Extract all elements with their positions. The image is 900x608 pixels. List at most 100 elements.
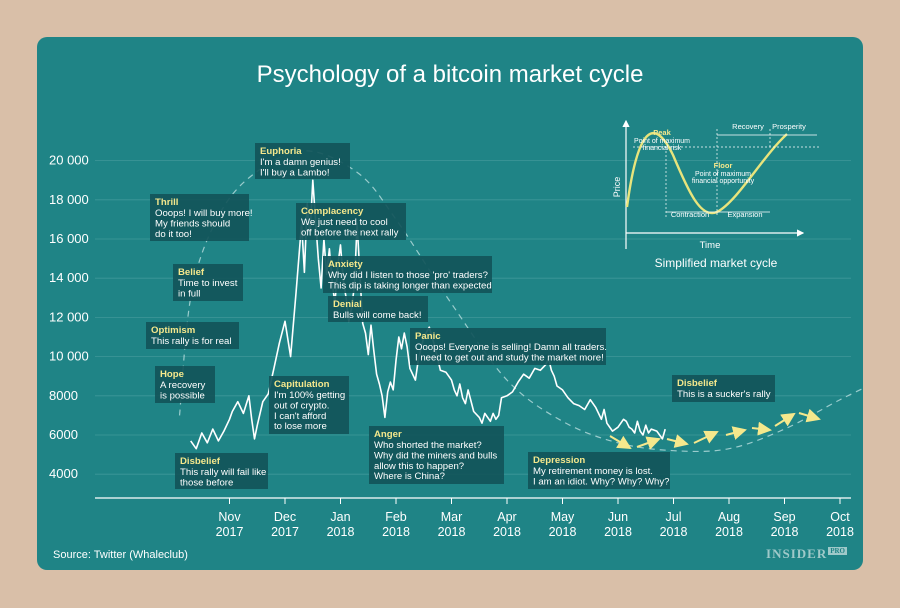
inset-phase-recovery: Recovery [732,122,764,131]
x-tick-year: 2018 [493,525,521,539]
price-line [190,179,666,450]
x-tick-year: 2017 [271,525,299,539]
annotation-box [328,296,428,322]
annotation-label: Anger [374,429,402,440]
annotation-label: Panic [415,331,441,342]
projection-arrow [751,421,772,436]
insider-logo-text: INSIDER [766,546,828,561]
annotation-text: We just need to cool [301,217,388,228]
x-tick-year: 2018 [549,525,577,539]
x-tick-month: Aug [718,510,740,524]
source-note: Source: Twitter (Whaleclub) [53,549,188,561]
inset-floor-label: Floor [714,161,733,170]
annotation-text: Where is China? [374,471,445,482]
annotation-text: do it too! [155,229,192,240]
y-tick-label: 16 000 [49,231,89,246]
x-tick-year: 2017 [216,525,244,539]
chart-card: Psychology of a bitcoin market cycle 400… [37,37,863,570]
annotation-box [146,322,239,349]
annotation-label: Denial [333,299,362,310]
insider-logo-badge: PRO [828,546,847,555]
inset-peak-text: Point of maximum [634,138,690,145]
annotation-box [173,264,243,301]
x-tick-year: 2018 [438,525,466,539]
inset-x-label: Time [700,240,721,251]
annotation-text: I am an idiot. Why? Why? Why? [533,476,670,487]
projection-arrow [636,436,661,450]
x-tick-month: Nov [218,510,241,524]
annotation-text: I'm a damn genius! [260,157,341,168]
annotation-text: allow this to happen? [374,461,464,472]
annotation-label: Euphoria [260,146,302,157]
annotation-box [255,143,350,179]
annotation-box [369,426,504,484]
annotation-text: Bulls will come back! [333,310,422,321]
x-tick-year: 2018 [771,525,799,539]
inset-peak-text: financial risk [643,145,682,152]
annotation-text: This is a sucker's rally [677,389,771,400]
annotation-label: Belief [178,267,205,278]
x-tick-month: Jul [666,510,682,524]
x-tick-year: 2018 [660,525,688,539]
annotation-label: Thrill [155,197,178,208]
annotation-text: off before the next rally [301,227,399,238]
annotation-text: This dip is taking longer than expected [328,280,492,291]
y-tick-label: 8000 [49,388,78,403]
annotation-text: This rally is for real [151,336,232,347]
x-tick-month: Jun [608,510,628,524]
annotation-text: A recovery [160,380,206,391]
annotation-text: Who shorted the market? [374,440,482,451]
inset-cycle-curve [625,131,788,215]
annotation-box [410,328,606,365]
x-tick-year: 2018 [826,525,854,539]
annotation-text: Why did the miners and bulls [374,450,497,461]
x-tick-month: Sep [773,510,795,524]
inset-title: Simplified market cycle [655,256,778,270]
projection-arrow [693,430,719,444]
annotation-text: I need to get out and study the market m… [415,352,604,363]
chart-title: Psychology of a bitcoin market cycle [256,61,644,88]
x-tick-month: Jan [330,510,350,524]
projection-arrow [798,408,821,423]
annotation-box [175,453,268,489]
annotation-text: I'm 100% getting [274,390,345,401]
x-tick-month: Feb [385,510,407,524]
annotation-text: My friends should [155,218,230,229]
x-tick-month: Mar [441,510,463,524]
annotation-label: Disbelief [677,378,718,389]
inset-phase-contraction: Contraction [671,210,709,219]
annotation-text: Why did I listen to those 'pro' traders? [328,270,488,281]
bitcoin-cycle-chart: 4000 6000 8000 10 000 12 000 14 000 16 000 18 0… [49,119,863,539]
inset-phase-expansion: Expansion [727,210,762,219]
y-tick-label: 4000 [49,466,78,481]
annotation-box [323,256,492,293]
projection-arrow [774,412,796,427]
inset-floor-text: Point of maximum [695,171,751,178]
projection-arrow [725,426,747,440]
annotation-text: Ooops! Everyone is selling! Damn all tra… [415,342,607,353]
annotation-text: in full [178,288,200,299]
x-tick-year: 2018 [327,525,355,539]
annotation-label: Depression [533,455,585,466]
projection-arrow [666,434,689,448]
annotation-label: Anxiety [328,259,363,270]
annotation-text: Time to invest [178,278,238,289]
annotation-box [150,194,249,241]
annotation-text: This rally will fail like [180,467,266,478]
annotation-text: Ooops! I will buy more! [155,208,253,219]
y-tick-label: 18 000 [49,192,89,207]
annotation-box [528,452,670,489]
x-tick-month: May [551,510,575,524]
inset-y-label: Price [612,177,622,198]
annotation-text: out of crypto. [274,400,329,411]
annotation-label: Capitulation [274,379,330,390]
